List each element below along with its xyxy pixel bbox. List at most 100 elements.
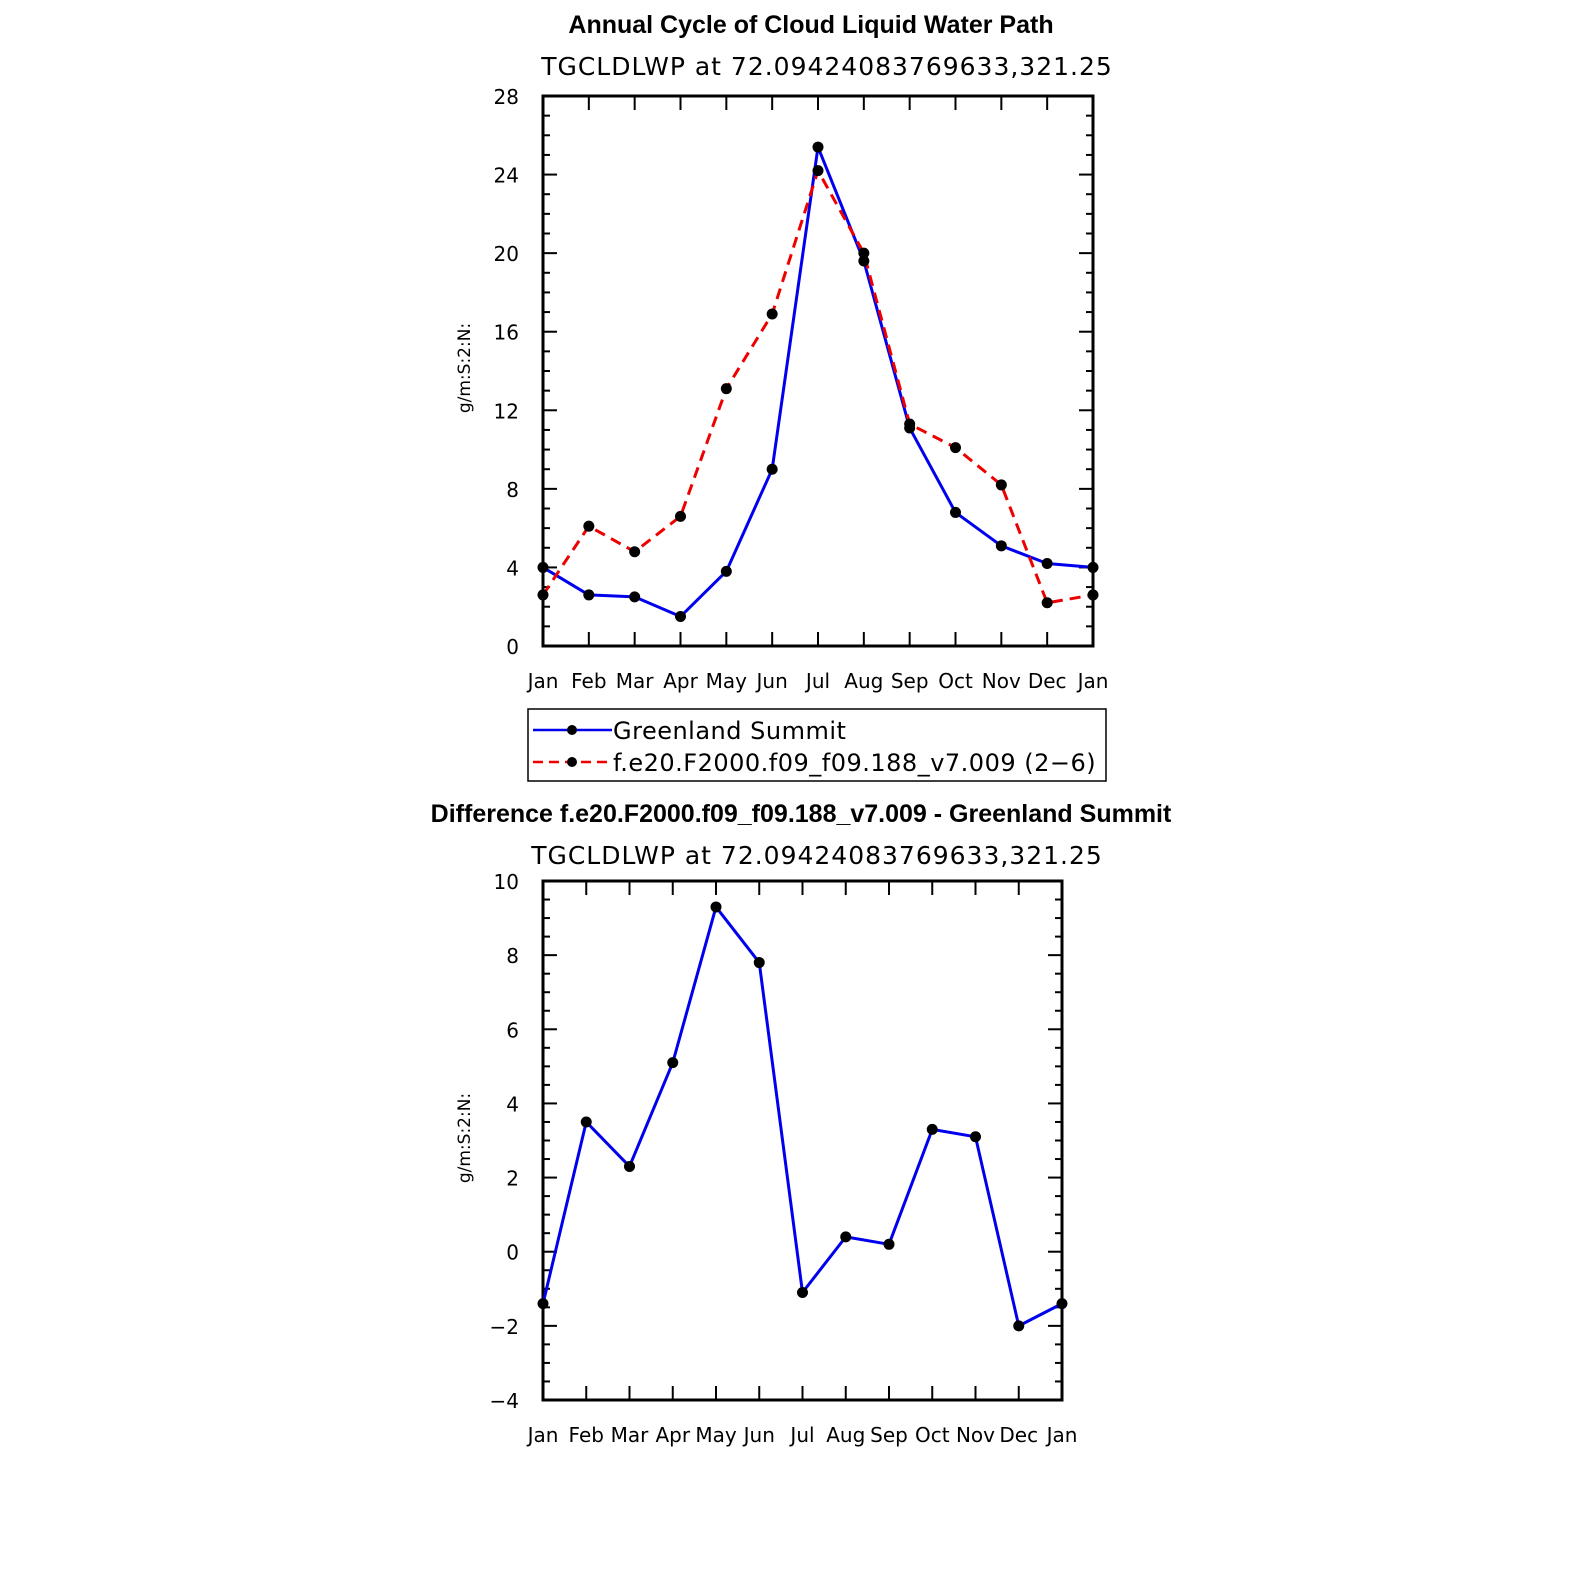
top-series-line-1 [541,169,1094,605]
top-y-tick-label: 20 [494,242,519,266]
top-series-0-point [1041,558,1053,569]
bottom-y-axis-label: g/m:S:2:N: [455,1093,475,1183]
top-series-1-point [583,520,595,532]
top-plot-frame [541,94,1095,648]
top-y-tick-label: 0 [506,635,519,659]
top-y-tick-label: 16 [494,321,519,345]
bottom-y-tick-label: −4 [490,1389,519,1413]
top-series-1-point [812,165,824,177]
bottom-x-tick-label: Jun [742,1423,775,1447]
top-series-1-point [629,546,641,558]
bottom-series-0-point [624,1160,635,1172]
top-series-line-0 [542,145,1094,619]
top-y-tick-label: 24 [494,164,519,188]
bottom-series-0-point [667,1057,679,1069]
top-x-tick-label: Feb [571,669,606,693]
top-series-1-point [537,589,549,601]
bottom-x-tick-label: Aug [826,1423,865,1447]
bottom-plot-frame [541,879,1064,1402]
bottom-chart-title: Difference f.e20.F2000.f09_f09.188_v7.00… [431,800,1172,828]
legend-marker-greenland [567,725,577,735]
top-x-tick-label: Mar [616,669,655,693]
legend-marker-model [567,757,577,767]
top-series-1-point [720,383,732,395]
top-x-tick-label: Oct [938,669,973,693]
bottom-y-tick-label: −2 [490,1315,519,1339]
bottom-series-0-point [753,957,765,969]
legend-box [527,708,1107,782]
bottom-y-tick-label: 0 [506,1241,519,1265]
bottom-x-tick-label: Jan [526,1423,559,1447]
bottom-series-0-point [840,1231,852,1243]
top-x-tick-label: Jan [1076,669,1109,693]
top-series-1-point [1041,597,1053,609]
top-series-0-point [812,141,824,153]
top-series-1-point [766,308,778,320]
top-series-1-point [675,510,686,522]
bottom-x-tick-label: Jan [1045,1423,1078,1447]
top-x-tick-label: Jun [755,669,788,693]
bottom-x-tick-label: Jul [788,1423,814,1447]
top-series-0-point [629,591,641,603]
bottom-y-tick-label: 6 [506,1018,519,1042]
top-chart-legend: Greenland Summit f.e20.F2000.f09_f09.188… [527,708,1107,782]
top-y-tick-label: 12 [494,399,519,423]
bottom-series-0-point [883,1238,895,1250]
bottom-series-0-point [710,901,722,913]
top-chart-title: Annual Cycle of Cloud Liquid Water Path [568,11,1053,39]
bottom-series-0-point [926,1123,938,1135]
top-y-tick-label: 4 [506,556,519,580]
bottom-y-tick-label: 8 [506,944,519,968]
top-series-0-point [583,589,595,601]
bottom-chart-subtitle: TGCLDLWP at 72.09424083769633,321.25 [530,841,1103,870]
legend-label-model: f.e20.F2000.f09_f09.188_v7.009 (2−6) [613,749,1096,777]
top-y-tick-label: 8 [506,478,519,502]
top-series-0-point [720,565,732,577]
bottom-x-tick-label: Feb [569,1423,604,1447]
bottom-series-line-0 [541,905,1063,1328]
top-plot-area: 0 4 8 12 16 20 24 28 Jan Feb Mar Apr May Jun Jul Aug Sep… [494,85,1109,693]
top-series-0-point [766,463,778,475]
bottom-y-tick-label: 4 [506,1092,519,1116]
bottom-series-0-point [537,1298,549,1310]
top-series-1-point [950,442,961,454]
top-series-1-point [858,247,870,259]
top-x-tick-label: Nov [982,669,1021,693]
bottom-series-0-point [580,1116,592,1128]
bottom-plot-area: −4 −2 0 2 4 6 8 10 Jan Feb Mar Apr May Jun Jul Aug Sep Oc… [490,870,1078,1447]
top-series-1-point [995,479,1007,491]
top-y-axis-label: g/m:S:2:N: [455,323,475,413]
top-chart-subtitle: TGCLDLWP at 72.09424083769633,321.25 [540,52,1113,81]
bottom-y-tick-label: 10 [494,870,519,894]
top-series-0-point [995,540,1007,552]
bottom-series-0-point [797,1286,808,1298]
top-series-0-point [950,506,961,518]
bottom-series-0-point [970,1131,981,1143]
top-x-tick-label: Aug [844,669,883,693]
top-series-0-point [537,561,549,573]
top-series-1-point [1087,589,1099,601]
bottom-x-tick-label: May [695,1423,737,1447]
bottom-y-tick-label: 2 [506,1167,519,1191]
top-x-tick-label: Dec [1028,669,1067,693]
top-x-tick-label: Sep [891,669,929,693]
top-series-0-point [675,611,686,623]
bottom-x-tick-label: Apr [655,1423,690,1447]
top-series-0-point [858,255,870,267]
top-x-tick-label: Jul [804,669,830,693]
bottom-x-tick-label: Nov [956,1423,995,1447]
top-series-0-point [1087,561,1099,573]
bottom-x-tick-label: Dec [999,1423,1038,1447]
bottom-x-tick-label: Sep [870,1423,908,1447]
bottom-x-tick-label: Mar [611,1423,650,1447]
top-x-tick-label: May [706,669,748,693]
bottom-x-tick-label: Oct [915,1423,950,1447]
bottom-series-0-point [1013,1320,1025,1332]
top-series-1-point [904,418,916,430]
top-x-tick-label: Apr [663,669,698,693]
legend-label-greenland: Greenland Summit [613,717,846,745]
top-x-tick-label: Jan [526,669,559,693]
bottom-series-0-point [1056,1298,1068,1310]
top-y-tick-label: 28 [494,85,519,109]
